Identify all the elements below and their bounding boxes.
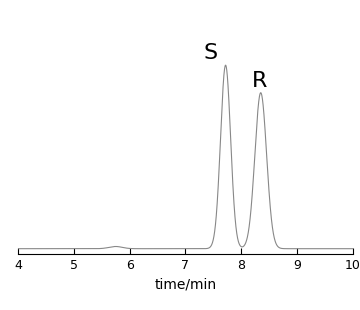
X-axis label: time/min: time/min — [154, 278, 216, 292]
Text: R: R — [252, 71, 268, 91]
Text: S: S — [204, 43, 218, 63]
